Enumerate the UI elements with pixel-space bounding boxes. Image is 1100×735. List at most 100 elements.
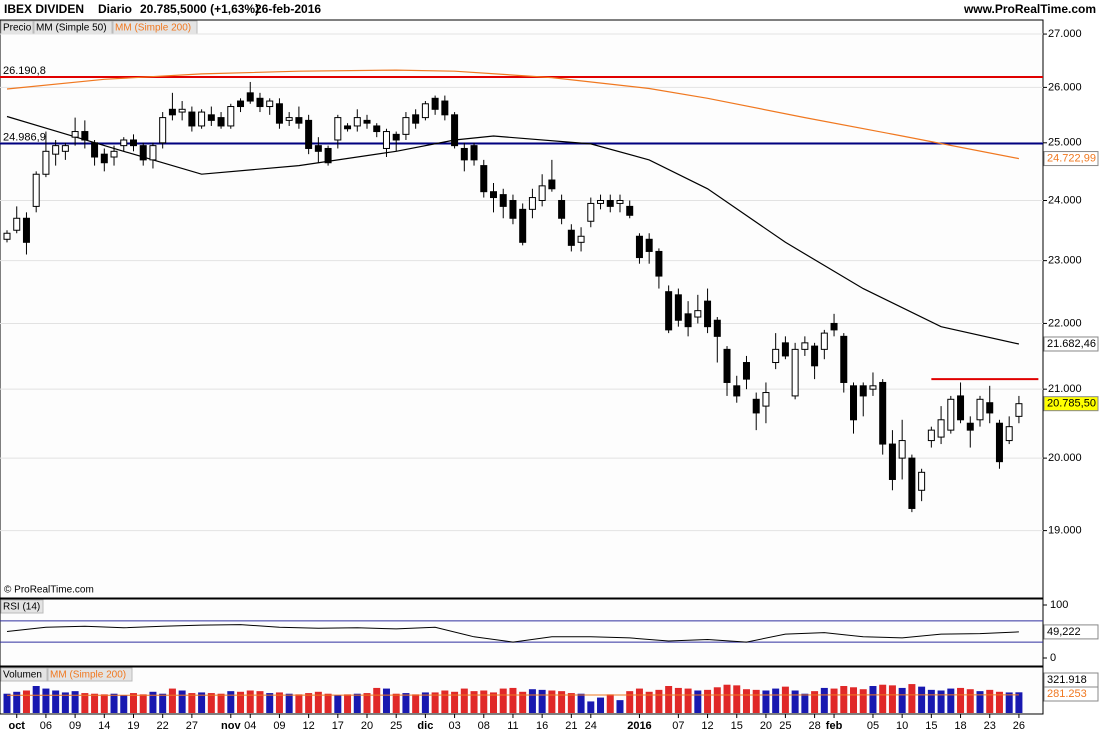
candle-body — [927, 429, 935, 442]
x-tick-label: 23 — [984, 720, 996, 732]
reference-label: 24.986,9 — [3, 131, 46, 143]
candle-body — [295, 117, 303, 124]
volume-bar — [217, 693, 225, 713]
volume-bar — [820, 687, 828, 713]
candle-body — [918, 471, 926, 491]
x-tick-label: 14 — [98, 720, 110, 732]
candle-body — [976, 398, 984, 421]
candle-body — [499, 194, 507, 207]
candle-body — [22, 217, 30, 243]
x-tick-label: 20 — [760, 720, 772, 732]
x-tick-label: 05 — [867, 720, 879, 732]
candle-body — [840, 335, 848, 383]
volume-bar — [363, 693, 371, 713]
volume-bar — [373, 687, 381, 713]
candle-body — [490, 191, 497, 199]
volume-bar — [587, 701, 595, 713]
volume-bar — [635, 688, 643, 713]
volume-bar — [198, 692, 206, 713]
candle-body — [674, 294, 682, 321]
candle-body — [859, 385, 867, 397]
volume-bar — [694, 690, 702, 713]
volume-bar — [879, 684, 887, 713]
volume-bar — [266, 693, 274, 713]
volume-bar — [713, 687, 721, 713]
x-tick-label: nov — [221, 720, 241, 732]
candle-body — [305, 119, 313, 149]
candle-body — [178, 108, 186, 113]
volume-bar — [120, 695, 128, 713]
volume-bar — [597, 697, 605, 713]
candle-body — [733, 385, 741, 397]
volume-bar — [577, 693, 585, 713]
volume-bar — [100, 694, 108, 713]
quote: 20.785,5000 (+1,63%) — [140, 2, 259, 16]
x-tick-label: 09 — [69, 720, 81, 732]
volume-bar — [110, 693, 118, 713]
period: Diario — [98, 2, 132, 16]
y-tick-label: 21.000 — [1048, 383, 1082, 395]
volume-bar — [1005, 692, 1013, 713]
volume-bar — [704, 689, 712, 713]
candle-body — [519, 208, 527, 243]
volume-bar — [149, 691, 157, 713]
panel-title: RSI (14) — [3, 602, 40, 613]
value-label-box — [1043, 624, 1099, 640]
candle-body — [460, 147, 468, 161]
volume-bar — [752, 689, 760, 713]
candle-body — [266, 100, 274, 108]
volume-bar — [616, 700, 624, 713]
y-tick-label: 19.000 — [1048, 525, 1082, 537]
legend-entry: MM (Simple 200) — [50, 670, 126, 681]
volume-bar — [830, 688, 838, 713]
candle-body — [344, 125, 352, 130]
candle-body — [742, 362, 750, 380]
candle-body — [431, 97, 439, 110]
x-tick-label: 12 — [701, 720, 713, 732]
x-tick-label: dic — [417, 720, 433, 732]
candle-body — [246, 92, 254, 102]
volume-bar — [781, 686, 789, 713]
candle-body — [314, 145, 322, 152]
legend-box — [0, 667, 48, 682]
x-tick-label: 18 — [954, 720, 966, 732]
candle-body — [3, 232, 11, 240]
volume-bar — [32, 686, 40, 713]
candle-body — [237, 100, 245, 108]
site: www.ProRealTime.com — [963, 2, 1096, 16]
y-tick-label: 25.000 — [1048, 137, 1082, 149]
x-tick-label: 12 — [303, 720, 315, 732]
candle-body — [188, 111, 196, 127]
candle-body — [1005, 426, 1013, 442]
candle-body — [713, 319, 721, 337]
x-tick-label: 11 — [507, 720, 518, 732]
volume-bar — [869, 686, 877, 713]
x-tick-label: 28 — [808, 720, 820, 732]
candle-body — [363, 119, 371, 124]
value-label: 281.253 — [1047, 688, 1087, 700]
volume-bar — [898, 687, 906, 713]
volume-bar — [811, 691, 819, 713]
candle-body — [558, 199, 566, 219]
volume-bar — [801, 693, 809, 713]
candle-body — [61, 145, 69, 152]
instrument: IBEX DIVIDEN — [4, 2, 84, 16]
volume-bar — [850, 687, 858, 713]
x-tick-label: 25 — [390, 720, 402, 732]
candle-body — [879, 381, 887, 445]
candle-body — [149, 145, 157, 161]
volume-bar — [538, 689, 546, 713]
volume-bar — [548, 690, 556, 713]
candle-body — [597, 199, 605, 204]
legend-entry: MM (Simple 50) — [36, 23, 107, 34]
volume-bar — [314, 691, 322, 713]
candle-body — [91, 142, 99, 158]
candle-body — [645, 238, 653, 252]
candle-body — [995, 422, 1003, 463]
candle-body — [966, 422, 974, 431]
volume-bar — [22, 690, 30, 713]
x-tick-label: 03 — [448, 720, 460, 732]
candle-body — [120, 139, 128, 147]
volume-bar — [606, 694, 614, 713]
